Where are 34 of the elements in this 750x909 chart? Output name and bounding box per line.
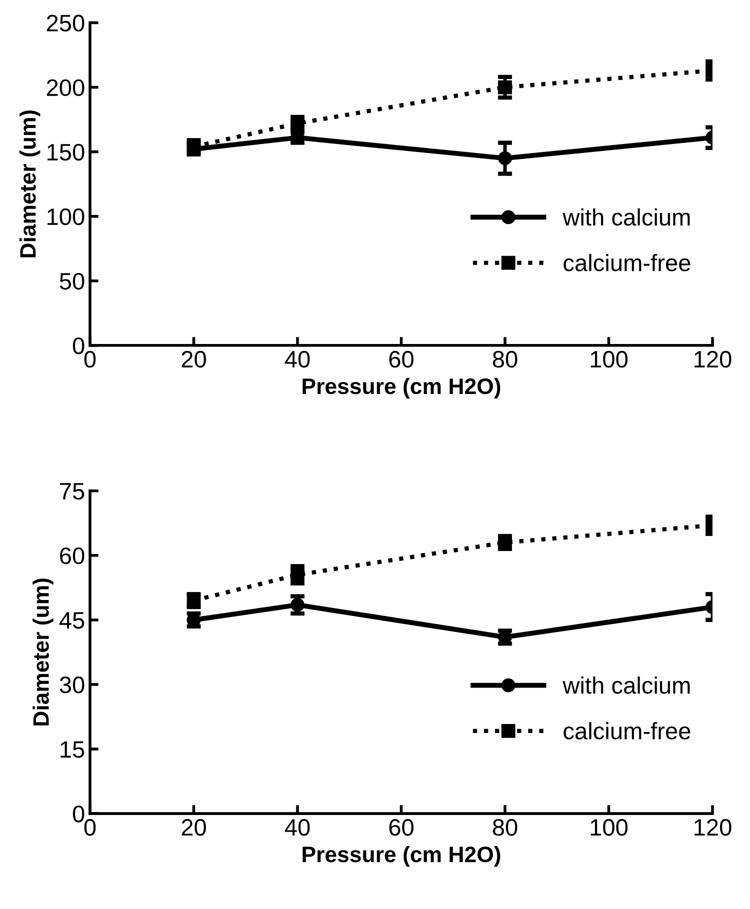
y-tick-label: 60 <box>60 547 84 564</box>
x-tick-label: 40 <box>284 819 310 836</box>
x-tick-label: 60 <box>389 819 414 836</box>
x-tick-label: 20 <box>182 350 206 368</box>
legend-label: with calcium <box>562 676 690 694</box>
y-axis-title: Diameter (um) <box>32 578 54 726</box>
y-tick-label: 200 <box>46 79 84 96</box>
x-tick-label: 0 <box>84 819 96 836</box>
x-tick-label: 120 <box>694 819 732 836</box>
x-axis-title: Pressure (cm H2O) <box>302 846 500 867</box>
x-tick-label: 80 <box>492 350 518 368</box>
x-tick-label: 120 <box>694 350 732 368</box>
x-tick-label: 100 <box>590 819 628 836</box>
x-axis-title: Pressure (cm H2O) <box>302 378 500 399</box>
x-tick-label: 20 <box>182 819 206 836</box>
y-axis-title: Diameter (um) <box>19 110 40 258</box>
y-tick-label: 50 <box>60 272 84 290</box>
y-tick-label: 30 <box>60 676 84 694</box>
y-tick-label: 15 <box>60 741 84 758</box>
legend-label: with calcium <box>562 208 690 226</box>
y-tick-label: 100 <box>48 208 84 226</box>
x-tick-label: 40 <box>284 350 310 368</box>
legend-label: calcium-free <box>564 722 690 740</box>
x-tick-label: 60 <box>389 350 414 368</box>
legend-label: calcium-free <box>564 254 690 272</box>
x-tick-label: 0 <box>84 350 96 368</box>
y-tick-label: 250 <box>46 14 84 32</box>
y-tick-label: 0 <box>72 337 84 354</box>
y-tick-label: 150 <box>48 144 84 161</box>
x-tick-label: 80 <box>492 819 518 836</box>
y-tick-label: 0 <box>72 806 84 822</box>
y-tick-label: 45 <box>59 612 84 629</box>
y-tick-label: 75 <box>60 483 84 500</box>
x-tick-label: 100 <box>590 350 628 368</box>
